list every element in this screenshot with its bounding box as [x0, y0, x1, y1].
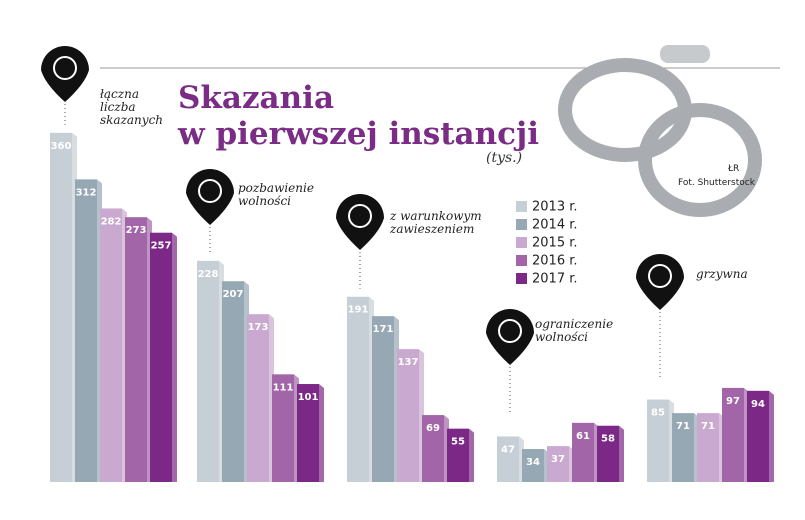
bar [247, 314, 269, 482]
bar [297, 384, 319, 482]
bar [547, 446, 569, 482]
category-label: z warunkowym zawieszeniem [390, 209, 482, 236]
bar [647, 399, 669, 482]
bar [100, 208, 122, 482]
value-label: 97 [726, 396, 740, 407]
icon-pin [336, 194, 384, 250]
category-label: ograniczenie wolności [535, 317, 614, 344]
value-label: 173 [248, 322, 269, 333]
value-label: 55 [451, 437, 465, 448]
category-label: łączna liczba skazanych [100, 87, 164, 127]
bar [222, 281, 244, 482]
category-label: pozbawienie wolności [238, 181, 314, 208]
icon-inner [648, 264, 672, 288]
value-label: 360 [51, 141, 72, 152]
bar-side [319, 384, 324, 482]
bar-side [469, 428, 474, 482]
bar [272, 374, 294, 482]
value-label: 37 [551, 454, 565, 465]
bar [572, 422, 594, 482]
bar [347, 296, 369, 482]
chart-title: Skazania w pierwszej instancji [178, 80, 540, 152]
legend-swatch [516, 273, 527, 284]
legend-swatch [516, 219, 527, 230]
value-label: 34 [526, 457, 540, 468]
value-label: 171 [373, 324, 394, 335]
handcuffs [558, 45, 762, 217]
bar [672, 413, 694, 482]
value-label: 282 [101, 216, 122, 227]
value-label: 71 [676, 421, 690, 432]
icon-pin [41, 46, 89, 102]
bar [597, 425, 619, 482]
value-label: 207 [223, 289, 244, 300]
value-label: 273 [126, 225, 147, 236]
bar [125, 217, 147, 482]
value-label: 94 [751, 399, 765, 410]
icon-inner [348, 204, 372, 228]
value-label: 85 [651, 408, 665, 419]
value-label: 111 [273, 382, 294, 393]
icon-inner [198, 179, 222, 203]
icon-inner [498, 319, 522, 343]
bar [522, 449, 544, 482]
credit-agency: ŁR [728, 164, 740, 174]
chart-subtitle: (tys.) [486, 150, 523, 166]
credit-photo: Fot. Shutterstock [678, 178, 755, 188]
legend-label: 2016 r. [532, 254, 578, 269]
icon-pin [186, 169, 234, 225]
icon-pin [486, 309, 534, 365]
bar [722, 387, 744, 482]
value-label: 71 [701, 421, 715, 432]
value-label: 191 [348, 305, 369, 316]
bar [50, 132, 72, 483]
bar [447, 428, 469, 482]
legend-swatch [516, 201, 527, 212]
legend-swatch [516, 255, 527, 266]
bar [397, 349, 419, 482]
legend-swatch [516, 237, 527, 248]
value-label: 47 [501, 444, 515, 455]
bar [697, 413, 719, 482]
bar [497, 436, 519, 482]
value-label: 228 [198, 269, 219, 280]
value-label: 69 [426, 423, 440, 434]
bar [747, 390, 769, 482]
legend-label: 2013 r. [532, 200, 578, 215]
value-label: 312 [76, 187, 97, 198]
value-label: 61 [576, 431, 590, 442]
bar-side [172, 232, 177, 482]
legend-label: 2017 r. [532, 272, 578, 287]
bar [422, 415, 444, 482]
legend-label: 2014 r. [532, 218, 578, 233]
bar-side [769, 390, 774, 482]
value-label: 58 [601, 434, 615, 445]
bar [75, 179, 97, 483]
bar [150, 232, 172, 482]
value-label: 257 [151, 241, 172, 252]
bar-side [619, 425, 624, 482]
bar [372, 316, 394, 482]
legend-label: 2015 r. [532, 236, 578, 251]
icon-pin [636, 254, 684, 310]
bar [197, 260, 219, 482]
category-label: grzywna [696, 267, 748, 281]
value-label: 101 [298, 392, 319, 403]
icon-inner [53, 56, 77, 80]
value-label: 137 [398, 357, 419, 368]
